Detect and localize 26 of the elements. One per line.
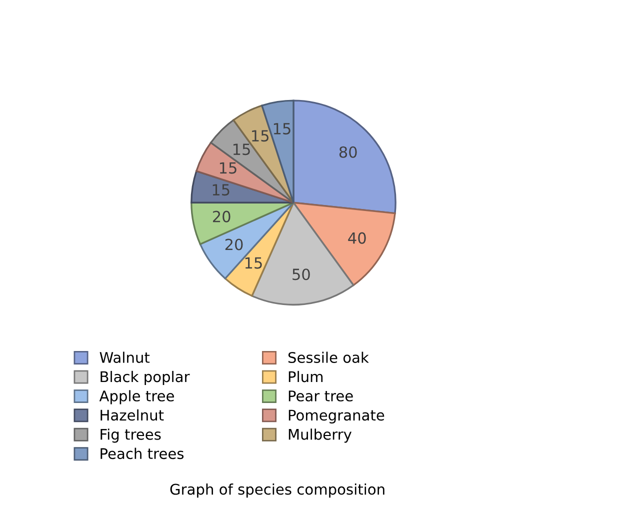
data-label: 20 <box>225 238 243 250</box>
data-label: 15 <box>212 184 230 196</box>
legend-label: Mulberry <box>288 428 352 443</box>
data-label: 15 <box>220 162 236 174</box>
pie-slice <box>292 202 396 286</box>
legend-label: Apple tree <box>99 390 174 404</box>
data-label: 50 <box>292 268 310 280</box>
data-label: 80 <box>339 146 357 158</box>
data-label: 15 <box>274 123 290 134</box>
legend-label: Walnut <box>100 352 150 363</box>
data-label: 15 <box>233 144 250 156</box>
legend-label: Pear tree <box>288 390 353 402</box>
data-label: 40 <box>348 232 366 244</box>
pie-slice <box>292 100 396 214</box>
legend-label: Black poplar <box>100 370 190 386</box>
legend-label: Plum <box>288 370 323 382</box>
legend-label: Fig trees <box>100 428 161 443</box>
data-label: 15 <box>252 130 268 142</box>
legend-label: Hazelnut <box>100 409 164 421</box>
legend-label: Sessile oak <box>288 352 369 363</box>
data-label: 15 <box>245 257 262 269</box>
data-label: 20 <box>212 210 230 222</box>
text: Graph of species composition <box>170 483 384 498</box>
legend-label: Peach trees <box>100 448 184 460</box>
legend-label: Pomegranate <box>288 410 384 424</box>
pie-slice <box>199 202 294 280</box>
